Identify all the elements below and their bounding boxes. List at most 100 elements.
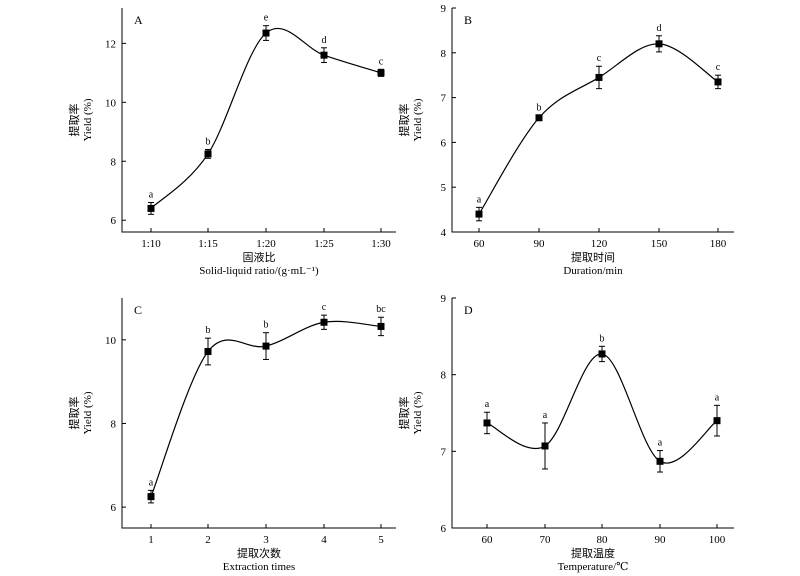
x-tick-label: 120 xyxy=(591,238,608,250)
x-axis-label-en: Extraction times xyxy=(223,561,295,573)
y-tick-label: 4 xyxy=(441,227,447,239)
x-tick-label: 1:25 xyxy=(314,238,334,250)
significance-label: b xyxy=(206,136,211,147)
x-tick-label: 5 xyxy=(378,534,384,546)
x-tick-label: 80 xyxy=(597,534,609,546)
data-point xyxy=(475,210,483,218)
significance-label: a xyxy=(543,410,548,421)
data-point xyxy=(714,78,722,86)
y-tick-label: 8 xyxy=(111,156,117,168)
y-axis-label-en: Yield (%) xyxy=(82,98,94,141)
significance-label: a xyxy=(658,438,663,449)
y-tick-label: 9 xyxy=(441,3,447,15)
y-tick-label: 10 xyxy=(105,335,117,347)
y-tick-label: 7 xyxy=(441,446,447,458)
significance-label: a xyxy=(485,399,490,410)
axes xyxy=(121,298,396,529)
x-tick-label: 100 xyxy=(709,534,726,546)
x-tick-label: 1:15 xyxy=(198,238,218,250)
x-tick-label: 70 xyxy=(540,534,552,546)
x-axis-label-en: Temperature/℃ xyxy=(558,561,629,573)
y-tick-label: 5 xyxy=(441,182,447,194)
data-point xyxy=(147,493,155,501)
data-point xyxy=(377,69,385,77)
x-tick-label: 60 xyxy=(474,238,486,250)
significance-label: b xyxy=(206,325,211,336)
significance-label: e xyxy=(264,13,269,24)
chart-panel-a: A 6 8 10 12 1:10 1:15 1:20 1:25 1:30 固液比Solid-liqu… xyxy=(67,8,396,277)
significance-label: d xyxy=(322,35,327,46)
x-tick-label: 90 xyxy=(534,238,546,250)
axes xyxy=(451,298,734,529)
y-tick-label: 6 xyxy=(441,523,447,535)
data-point xyxy=(204,150,212,158)
data-point xyxy=(535,114,543,122)
significance-label: c xyxy=(716,62,721,73)
x-axis-label-en: Solid-liquid ratio/(g·mL⁻¹) xyxy=(199,265,319,277)
y-tick-label: 12 xyxy=(105,38,116,50)
x-axis-label-cn: 提取次数 xyxy=(237,546,281,560)
significance-label: d xyxy=(657,23,662,34)
series-curve xyxy=(150,320,382,497)
x-tick-label: 90 xyxy=(655,534,667,546)
data-point xyxy=(541,442,549,450)
data-point xyxy=(483,419,491,427)
data-point xyxy=(713,417,721,425)
y-tick-label: 8 xyxy=(441,370,447,382)
y-tick-label: 8 xyxy=(111,418,117,430)
y-axis-label-en: Yield (%) xyxy=(82,391,94,434)
y-tick-label: 6 xyxy=(441,137,447,149)
x-tick-label: 2 xyxy=(205,534,211,546)
data-point xyxy=(377,322,385,330)
significance-label: c xyxy=(379,56,384,67)
data-point xyxy=(320,318,328,326)
axes xyxy=(121,8,396,233)
data-point xyxy=(598,350,606,358)
x-tick-label: 3 xyxy=(263,534,269,546)
x-tick-label: 1:10 xyxy=(141,238,161,250)
x-axis-label-en: Duration/min xyxy=(563,265,623,277)
y-axis-label-cn: 提取率 xyxy=(397,104,411,137)
y-axis-label-cn: 提取率 xyxy=(67,104,81,137)
y-tick-label: 10 xyxy=(105,97,117,109)
series-curve xyxy=(150,27,382,209)
x-axis-label-cn: 提取温度 xyxy=(571,546,615,560)
x-axis-label-cn: 提取时间 xyxy=(571,251,615,264)
significance-label: b xyxy=(264,320,269,331)
x-tick-label: 1:20 xyxy=(256,238,276,250)
significance-label: a xyxy=(477,194,482,205)
series-curve xyxy=(486,353,718,464)
x-tick-label: 1 xyxy=(148,534,154,546)
y-tick-label: 9 xyxy=(441,293,447,305)
significance-label: a xyxy=(715,392,720,403)
data-point xyxy=(655,40,663,48)
y-axis-label-cn: 提取率 xyxy=(67,397,81,430)
significance-label: a xyxy=(149,477,154,488)
data-point xyxy=(262,342,270,350)
data-point xyxy=(147,204,155,212)
y-tick-label: 6 xyxy=(111,502,117,514)
significance-label: bc xyxy=(376,304,386,315)
x-axis-label-cn: 固液比 xyxy=(243,250,276,264)
x-tick-label: 150 xyxy=(651,238,668,250)
y-tick-label: 6 xyxy=(111,215,117,227)
significance-label: c xyxy=(597,53,602,64)
data-point xyxy=(204,348,212,356)
significance-label: b xyxy=(537,103,542,114)
significance-label: c xyxy=(322,302,327,313)
significance-label: b xyxy=(600,333,605,344)
significance-label: a xyxy=(149,190,154,201)
data-point xyxy=(595,73,603,81)
y-tick-label: 8 xyxy=(441,48,447,60)
panel-label: C xyxy=(134,303,142,317)
x-tick-label: 180 xyxy=(710,238,727,250)
data-point xyxy=(262,29,270,37)
axes xyxy=(451,8,734,233)
y-axis-label-en: Yield (%) xyxy=(412,391,424,434)
panel-label: A xyxy=(134,13,143,27)
y-axis-label-cn: 提取率 xyxy=(397,397,411,430)
